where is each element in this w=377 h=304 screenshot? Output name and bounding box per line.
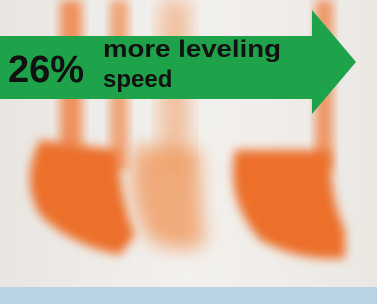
banner-line: speed <box>103 66 172 93</box>
infographic: 26% more leveling speed <box>0 0 377 304</box>
page: 26% more leveling speed (() => { const d… <box>0 0 377 304</box>
banner-line: more leveling <box>103 36 281 63</box>
bottom-strip <box>0 287 377 304</box>
figure: 26% <box>8 49 84 91</box>
